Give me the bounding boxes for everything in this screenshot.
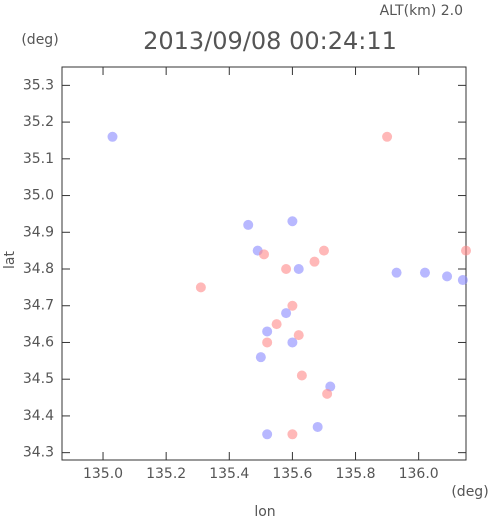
radar-echo [287,300,298,311]
radar-echo [318,245,329,256]
radar-echo [293,264,304,275]
radar-echo [107,131,118,142]
x-unit: (deg) [451,484,488,500]
radar-echo [255,352,266,363]
y-tick-label: 34.6 [23,334,54,350]
y-tick-label: 34.3 [23,445,54,461]
radar-echo [293,330,304,341]
x-tick-label: 135.2 [146,466,186,482]
radar-echo [322,388,333,399]
radar-echo [262,337,273,348]
radar-echo [287,337,298,348]
y-tick-label: 35.2 [23,114,54,130]
x-axis-label: lon [254,504,275,520]
y-tick-label: 34.5 [23,371,54,387]
chart-title: 2013/09/08 00:24:11 [143,27,397,55]
radar-echo [391,267,402,278]
y-tick-label: 35.1 [23,151,54,167]
radar-echo [419,267,430,278]
radar-echo [259,249,269,260]
y-unit: (deg) [21,32,58,48]
y-tick-label: 35.3 [23,77,54,93]
y-axis-label: lat [2,251,18,269]
radar-echo [461,245,471,256]
radar-echo [281,264,292,275]
radar-echo [309,256,320,267]
radar-echo [442,271,453,282]
altitude-label: ALT(km) 2.0 [380,3,463,19]
radar-echo [296,370,307,381]
radar-echo [312,421,323,432]
radar-echo [382,131,393,142]
y-tick-label: 34.9 [23,224,54,240]
x-tick-label: 135.6 [272,466,312,482]
y-tick-label: 34.8 [23,261,54,277]
x-tick-label: 135.4 [209,466,249,482]
y-tick-label: 34.7 [23,298,54,314]
y-tick-label: 34.4 [23,408,54,424]
radar-echo [195,282,206,293]
x-tick-label: 136.0 [399,466,439,482]
radar-echo [287,216,298,227]
y-tick-label: 35.0 [23,188,54,204]
plot-frame [61,66,467,461]
radar-echo [262,429,273,440]
radar-echo [262,326,273,337]
x-tick-label: 135.8 [335,466,375,482]
radar-echo [287,429,298,440]
radar-echo [281,308,292,319]
radar-echo [271,319,282,330]
x-tick-label: 135.0 [83,466,123,482]
radar-echo [243,219,254,230]
radar-echo [457,275,468,286]
